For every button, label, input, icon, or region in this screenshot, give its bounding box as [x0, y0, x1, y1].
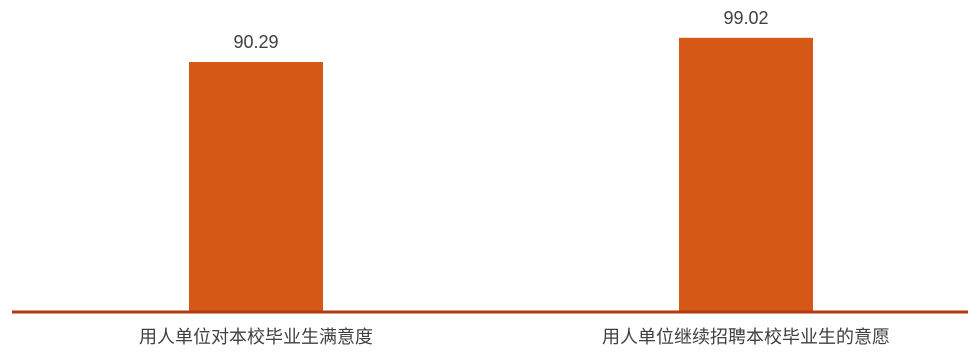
bar-1 [189, 62, 323, 312]
bar-value-label-2: 99.02 [723, 8, 768, 28]
category-labels-layer: 用人单位对本校毕业生满意度 用人单位继续招聘本校毕业生的意愿 [139, 327, 890, 348]
bar-2 [679, 37, 813, 313]
bar-value-label-1: 90.29 [233, 32, 278, 52]
category-label-1: 用人单位对本校毕业生满意度 [139, 327, 373, 348]
category-label-2: 用人单位继续招聘本校毕业生的意愿 [602, 327, 890, 348]
bars-layer [189, 37, 813, 313]
value-labels-layer: 90.29 99.02 [233, 8, 768, 52]
